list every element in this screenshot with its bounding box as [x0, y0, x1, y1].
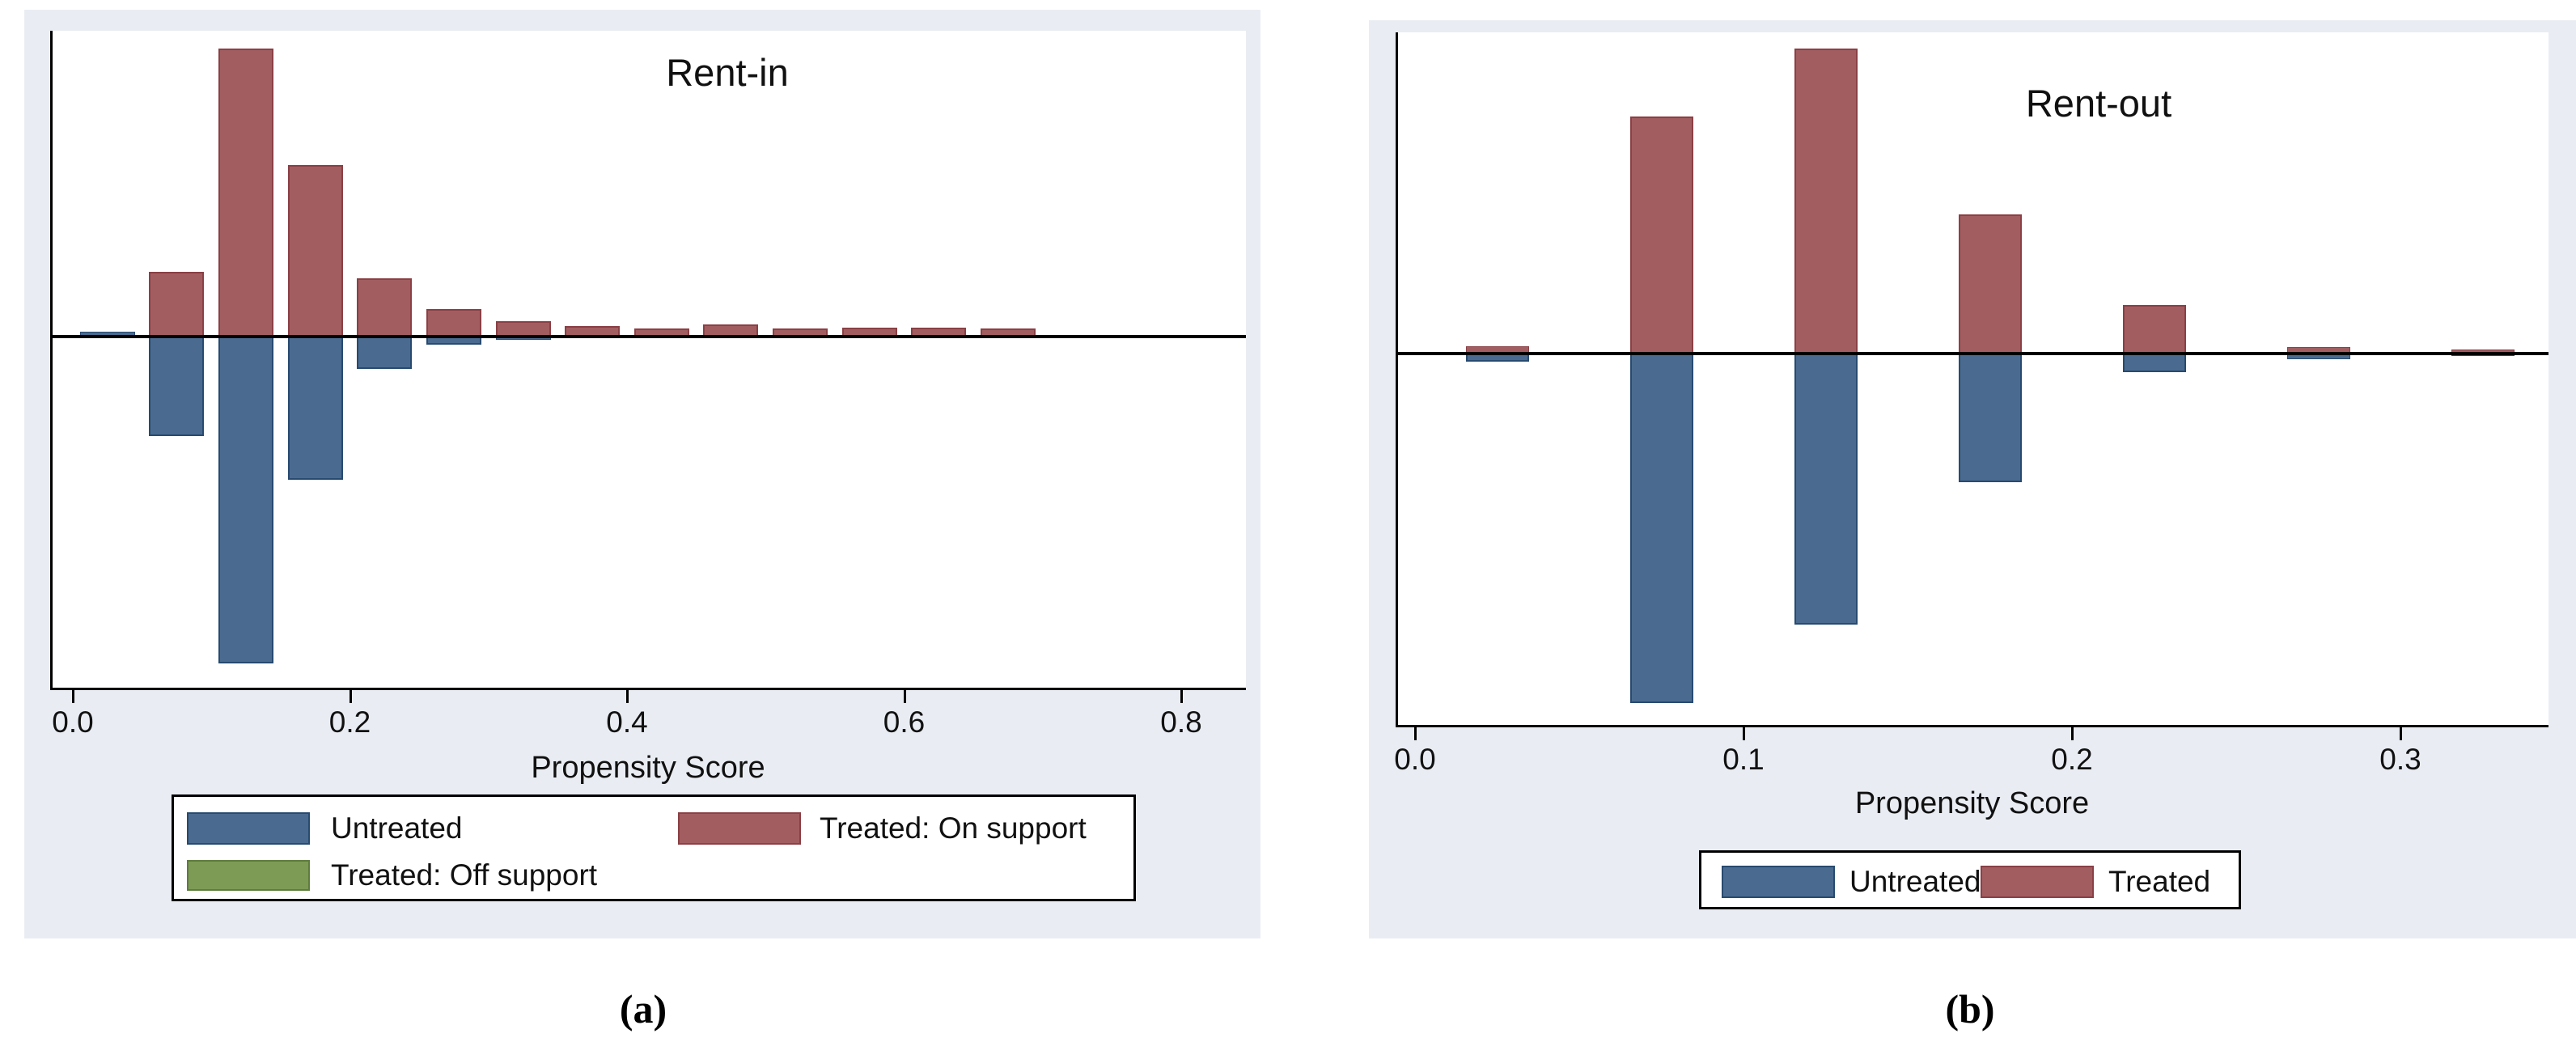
x-axis-tick-label: 0.4	[606, 705, 648, 739]
legend-label-treated-off-support: Treated: Off support	[331, 858, 598, 892]
x-axis-tick-label: 0.8	[1160, 705, 1202, 739]
zero-line	[50, 335, 1246, 338]
bar-treated	[287, 165, 343, 337]
x-axis-tick	[2071, 727, 2074, 740]
legend-rent-out: Untreated Treated	[1699, 850, 2241, 909]
bar-treated	[218, 49, 274, 337]
bar-untreated	[218, 337, 274, 663]
x-axis-tick	[1414, 727, 1417, 740]
bar-treated	[1794, 49, 1858, 354]
x-axis-tick	[903, 690, 906, 703]
bar-treated	[149, 272, 205, 337]
x-axis-tick-label: 0.0	[52, 705, 94, 739]
bar-treated	[1629, 117, 1693, 354]
bar-treated	[426, 309, 481, 337]
bar-untreated	[1958, 354, 2022, 482]
x-axis-tick	[626, 690, 629, 703]
legend-swatch-treated	[1981, 866, 2094, 898]
x-axis-tick-label: 0.6	[883, 705, 926, 739]
x-axis-title-rent-in: Propensity Score	[531, 751, 765, 785]
bar-untreated	[357, 337, 413, 369]
legend-swatch-untreated	[1722, 866, 1835, 898]
legend-label-treated-on-support: Treated: On support	[820, 811, 1087, 845]
panel-title-rent-out: Rent-out	[2025, 82, 2172, 125]
legend-label-untreated: Untreated	[331, 811, 463, 845]
x-axis-tick	[2400, 727, 2402, 740]
bar-untreated	[149, 337, 205, 436]
bar-treated	[357, 278, 413, 337]
legend-swatch-untreated	[187, 812, 310, 845]
zero-line	[1396, 352, 2548, 355]
bar-untreated	[2122, 354, 2186, 372]
legend-label-untreated: Untreated	[1849, 865, 1981, 898]
bar-treated	[1958, 214, 2022, 354]
x-axis-tick-label: 0.1	[1722, 743, 1765, 776]
x-axis-title-rent-out: Propensity Score	[1854, 786, 2090, 820]
caption-a: (a)	[619, 986, 667, 1032]
bar-untreated	[1629, 354, 1693, 703]
x-axis-tick-label: 0.3	[2379, 743, 2421, 776]
x-axis-tick	[1743, 727, 1745, 740]
bar-untreated	[287, 337, 343, 480]
legend-label-treated: Treated	[2108, 865, 2211, 898]
bar-treated	[2122, 305, 2186, 354]
x-axis-tick	[349, 690, 352, 703]
x-axis-tick-label: 0.0	[1394, 743, 1436, 776]
x-axis-tick	[72, 690, 74, 703]
bar-untreated	[1794, 354, 1858, 625]
caption-b: (b)	[1945, 986, 1995, 1032]
legend-swatch-treated-on-support	[678, 812, 801, 845]
legend-rent-in: Untreated Treated: On support Treated: O…	[172, 794, 1136, 901]
x-axis-tick	[1180, 690, 1183, 703]
panel-title-rent-in: Rent-in	[666, 51, 789, 94]
legend-swatch-treated-off-support	[187, 860, 310, 891]
x-axis-tick-label: 0.2	[2051, 743, 2093, 776]
x-axis-tick-label: 0.2	[328, 705, 371, 739]
